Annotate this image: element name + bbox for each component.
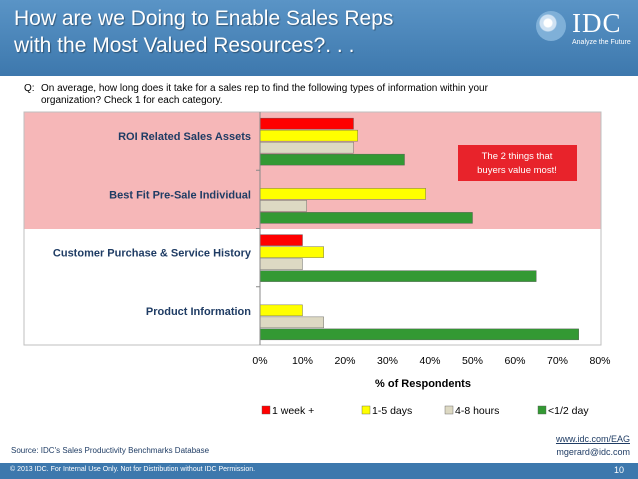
source-note: Source: IDC's Sales Productivity Benchma…: [11, 446, 210, 455]
category-label: ROI Related Sales Assets: [118, 131, 251, 143]
callout-line1: The 2 things that: [482, 151, 553, 162]
legend-label: 1 week +: [272, 405, 314, 417]
bar-4-2: [259, 304, 303, 317]
category-label: Product Information: [146, 306, 251, 318]
page-number: 10: [613, 465, 624, 475]
slide-title-line1: How are we Doing to Enable Sales Reps: [14, 7, 394, 30]
idc-globe-icon: [536, 11, 566, 41]
legend-label: 1-5 days: [372, 405, 412, 417]
callout-background: [458, 145, 577, 181]
question-prefix: Q:: [24, 83, 35, 94]
bar-1-4: [259, 153, 405, 166]
question-text: On average, how long does it take for a …: [41, 83, 488, 106]
idc-logo: IDC Analyze the Future: [536, 8, 632, 50]
callout-line2: buyers value most!: [477, 165, 557, 176]
legend-swatch: [261, 405, 271, 415]
bar-3-4: [259, 270, 537, 282]
x-tick-label: 10%: [292, 355, 313, 367]
slide-title: How are we Doing to Enable Sales Reps wi…: [14, 5, 484, 59]
legend-swatch: [537, 405, 547, 415]
title-banner: How are we Doing to Enable Sales Reps wi…: [0, 0, 638, 76]
bar-3-3: [259, 258, 303, 270]
bar-2-4: [259, 212, 473, 224]
bar-1-2: [259, 129, 358, 142]
copyright-note: © 2013 IDC. For Internal Use Only. Not f…: [10, 466, 256, 473]
bar-2-2: [259, 188, 426, 200]
x-tick-label: 20%: [334, 355, 355, 367]
x-tick-label: 50%: [462, 355, 483, 367]
x-tick-label: 40%: [419, 355, 440, 367]
contact-email: mgerard@idc.com: [556, 447, 630, 457]
website-link[interactable]: www.idc.com/EAG: [555, 434, 630, 444]
bar-4-4: [259, 328, 579, 341]
legend-swatch: [361, 405, 371, 415]
contact-info: www.idc.com/EAG mgerard@idc.com: [556, 433, 630, 459]
x-tick-label: 60%: [504, 355, 525, 367]
footer-bar: © 2013 IDC. For Internal Use Only. Not f…: [0, 463, 638, 479]
bar-2-3: [259, 200, 307, 212]
legend-swatch: [444, 405, 454, 415]
legend-label: <1/2 day: [548, 405, 589, 417]
slide-title-line2: with the Most Valued Resources?. . .: [14, 34, 355, 57]
bar-4-3: [259, 316, 324, 329]
bar-1-3: [259, 141, 354, 154]
bar-3-2: [259, 246, 324, 258]
bar-3-1: [259, 234, 303, 246]
bar-1-1: [259, 117, 354, 130]
logo-text: IDC: [572, 8, 622, 38]
category-label: Customer Purchase & Service History: [53, 248, 252, 260]
category-label: Best Fit Pre-Sale Individual: [109, 189, 251, 201]
callout-box: The 2 things that buyers value most!: [458, 145, 577, 181]
x-tick-label: 70%: [547, 355, 568, 367]
x-tick-label: 0%: [252, 355, 267, 367]
x-axis-label: % of Respondents: [375, 378, 471, 390]
plot-frame: [23, 111, 602, 346]
x-tick-label: 30%: [377, 355, 398, 367]
x-tick-label: 80%: [589, 355, 610, 367]
legend-label: 4-8 hours: [455, 405, 499, 417]
survey-question: Q: On average, how long does it take for…: [24, 83, 544, 107]
logo-tagline: Analyze the Future: [572, 39, 631, 46]
